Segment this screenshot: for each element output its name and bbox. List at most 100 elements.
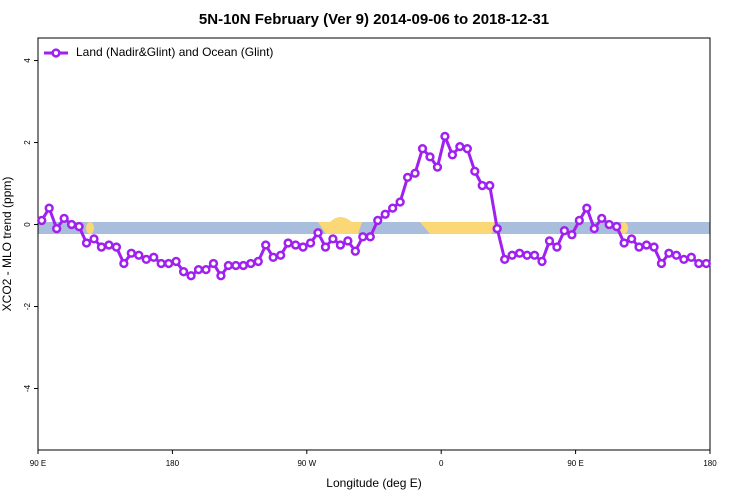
data-point bbox=[111, 242, 122, 252]
data-point bbox=[328, 234, 338, 244]
data-point bbox=[178, 267, 189, 277]
data-point bbox=[201, 264, 211, 275]
data-point bbox=[417, 144, 428, 154]
data-point bbox=[656, 258, 667, 269]
data-point bbox=[223, 260, 234, 271]
data-point bbox=[567, 230, 577, 240]
x-tick-label: 180 bbox=[703, 459, 717, 468]
data-point bbox=[37, 215, 47, 226]
data-point bbox=[238, 260, 248, 271]
data-point bbox=[96, 242, 107, 252]
data-point bbox=[186, 271, 196, 281]
land-patch bbox=[620, 222, 628, 234]
data-point bbox=[164, 258, 174, 269]
data-point bbox=[81, 238, 92, 248]
data-point bbox=[261, 240, 271, 250]
data-point bbox=[701, 258, 711, 269]
data-point bbox=[552, 242, 562, 252]
data-point bbox=[604, 219, 614, 230]
data-point bbox=[634, 242, 644, 252]
data-point bbox=[298, 242, 308, 252]
data-point bbox=[679, 254, 689, 265]
data-point bbox=[171, 256, 181, 267]
data-point bbox=[522, 250, 532, 260]
x-tick-label: 90 W bbox=[297, 459, 316, 468]
data-point bbox=[134, 250, 144, 260]
data-point bbox=[492, 223, 502, 234]
data-point bbox=[626, 234, 637, 244]
data-point bbox=[694, 258, 704, 269]
data-point bbox=[253, 256, 263, 267]
data-point bbox=[373, 215, 383, 226]
data-point bbox=[350, 246, 360, 256]
data-point bbox=[216, 271, 226, 281]
x-tick-label: 0 bbox=[439, 459, 444, 468]
data-point bbox=[529, 250, 540, 260]
legend-label: Land (Nadir&Glint) and Ocean (Glint) bbox=[76, 45, 273, 59]
data-point bbox=[455, 141, 465, 152]
data-point bbox=[283, 238, 293, 248]
data-point bbox=[619, 238, 629, 248]
data-point bbox=[52, 223, 62, 234]
data-point bbox=[559, 226, 570, 236]
data-point bbox=[44, 203, 54, 213]
data-point bbox=[671, 250, 682, 260]
data-point bbox=[246, 258, 256, 269]
data-point bbox=[335, 240, 346, 250]
land-patch bbox=[318, 217, 362, 234]
data-point bbox=[664, 248, 674, 258]
data-point bbox=[276, 250, 286, 260]
data-point bbox=[268, 252, 278, 262]
data-point bbox=[380, 209, 390, 219]
data-point bbox=[447, 150, 458, 160]
y-tick-label: 0 bbox=[23, 222, 32, 227]
y-tick-label: -4 bbox=[23, 384, 32, 392]
data-point bbox=[507, 250, 517, 260]
x-tick-label: 90 E bbox=[30, 459, 46, 468]
y-axis-label: XCO2 - MLO trend (ppm) bbox=[0, 177, 14, 312]
plot-frame bbox=[37, 37, 711, 451]
data-point bbox=[514, 248, 525, 258]
data-point bbox=[305, 238, 316, 248]
data-point bbox=[425, 152, 435, 162]
y-tick-label: -2 bbox=[23, 302, 32, 310]
data-point bbox=[193, 264, 204, 275]
y-tick-label: 4 bbox=[23, 58, 32, 63]
data-point bbox=[544, 236, 555, 246]
data-point bbox=[104, 240, 114, 250]
data-point bbox=[477, 180, 487, 191]
data-point bbox=[440, 131, 450, 142]
data-point bbox=[208, 258, 219, 269]
data-point bbox=[59, 213, 69, 224]
data-point bbox=[313, 228, 323, 238]
data-point bbox=[410, 168, 420, 178]
data-point bbox=[89, 234, 99, 244]
data-point bbox=[462, 144, 472, 154]
legend-marker bbox=[51, 48, 61, 58]
data-point bbox=[649, 242, 659, 252]
data-point bbox=[119, 258, 129, 269]
data-point bbox=[582, 203, 592, 213]
data-point bbox=[149, 252, 159, 262]
data-point bbox=[66, 219, 77, 230]
data-point bbox=[126, 248, 136, 258]
data-point bbox=[686, 252, 696, 262]
data-point bbox=[141, 254, 151, 265]
y-tick-label: 2 bbox=[23, 140, 32, 145]
data-point bbox=[388, 203, 398, 213]
data-point bbox=[485, 180, 495, 191]
land-patch bbox=[86, 222, 94, 234]
data-point bbox=[589, 223, 599, 234]
data-point bbox=[402, 172, 413, 183]
data-point bbox=[470, 166, 480, 176]
data-point bbox=[432, 162, 443, 172]
data-point bbox=[365, 232, 375, 242]
chart-title: 5N-10N February (Ver 9) 2014-09-06 to 20… bbox=[199, 11, 549, 28]
data-point bbox=[343, 236, 353, 246]
x-axis-label: Longitude (deg E) bbox=[326, 476, 421, 490]
data-point bbox=[395, 197, 405, 207]
data-point bbox=[231, 260, 241, 271]
data-point bbox=[612, 221, 622, 232]
x-tick-label: 180 bbox=[166, 459, 180, 468]
